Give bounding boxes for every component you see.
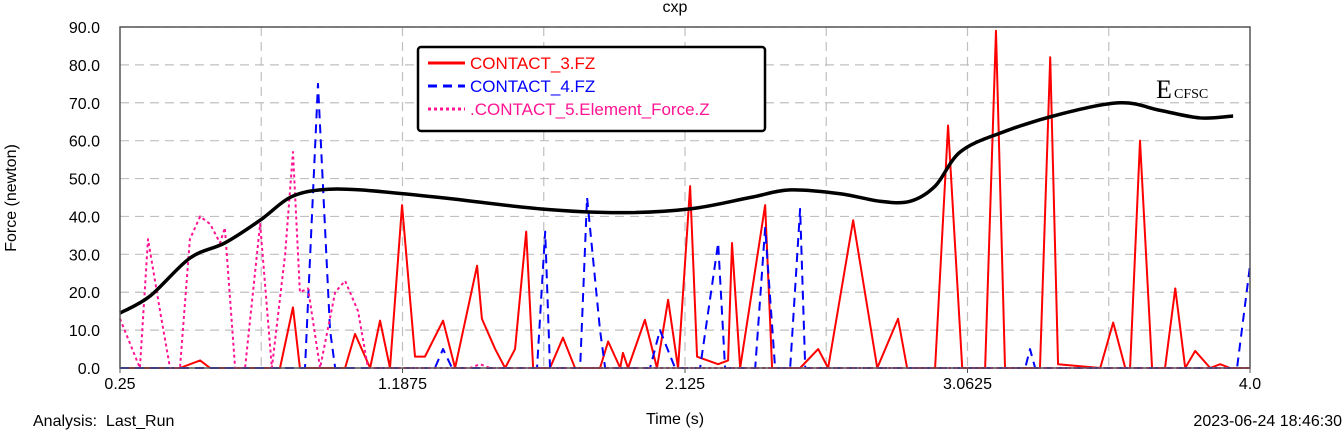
chart-title: cxp [663, 0, 688, 16]
y-tick-label: 80.0 [69, 58, 100, 75]
y-axis: 0.0 10.0 20.0 30.0 40.0 50.0 60.0 70.0 80.0 90.0 [69, 20, 100, 378]
legend-label-contact3: CONTACT_3.FZ [470, 54, 595, 73]
series-group [119, 29, 1251, 369]
x-tick-label: 4.0 [1239, 376, 1261, 393]
y-tick-label: 60.0 [69, 134, 100, 151]
y-tick-label: 0.0 [78, 361, 100, 378]
series-line-1 [120, 29, 1250, 369]
x-tick-label: 0.25 [104, 376, 135, 393]
series-line-2 [120, 82, 1251, 369]
x-tick-label: 2.125 [665, 376, 705, 393]
y-axis-label: Force (newton) [3, 144, 20, 252]
y-tick-label: 70.0 [69, 96, 100, 113]
y-tick-label: 10.0 [69, 323, 100, 340]
legend-label-contact4: CONTACT_4.FZ [470, 77, 595, 96]
annotation-main: E [1156, 75, 1172, 104]
y-tick-label: 40.0 [69, 209, 100, 226]
y-tick-label: 90.0 [69, 20, 100, 37]
legend-label-contact5: .CONTACT_5.Element_Force.Z [470, 100, 710, 119]
x-axis-label: Time (s) [646, 411, 704, 428]
y-tick-label: 50.0 [69, 172, 100, 189]
x-tick-label: 3.0625 [943, 376, 992, 393]
legend-box [416, 45, 767, 133]
series-line-4 [119, 101, 1234, 315]
analysis-label: Analysis: Last_Run [33, 413, 174, 430]
legend[interactable]: CONTACT_3.FZ CONTACT_4.FZ .CONTACT_5.Ele… [416, 45, 767, 133]
x-tick-label: 1.1875 [378, 376, 427, 393]
series-line-3 [119, 151, 1250, 369]
y-tick-label: 20.0 [69, 285, 100, 302]
annotation-sub: CFSC [1174, 87, 1208, 102]
timestamp: 2023-06-24 18:46:30 [1193, 413, 1342, 430]
y-tick-label: 30.0 [69, 247, 100, 264]
x-axis: 0.25 1.1875 2.125 3.0625 4.0 [104, 368, 1261, 393]
ecfsc-annotation: E CFSC [1156, 75, 1208, 104]
